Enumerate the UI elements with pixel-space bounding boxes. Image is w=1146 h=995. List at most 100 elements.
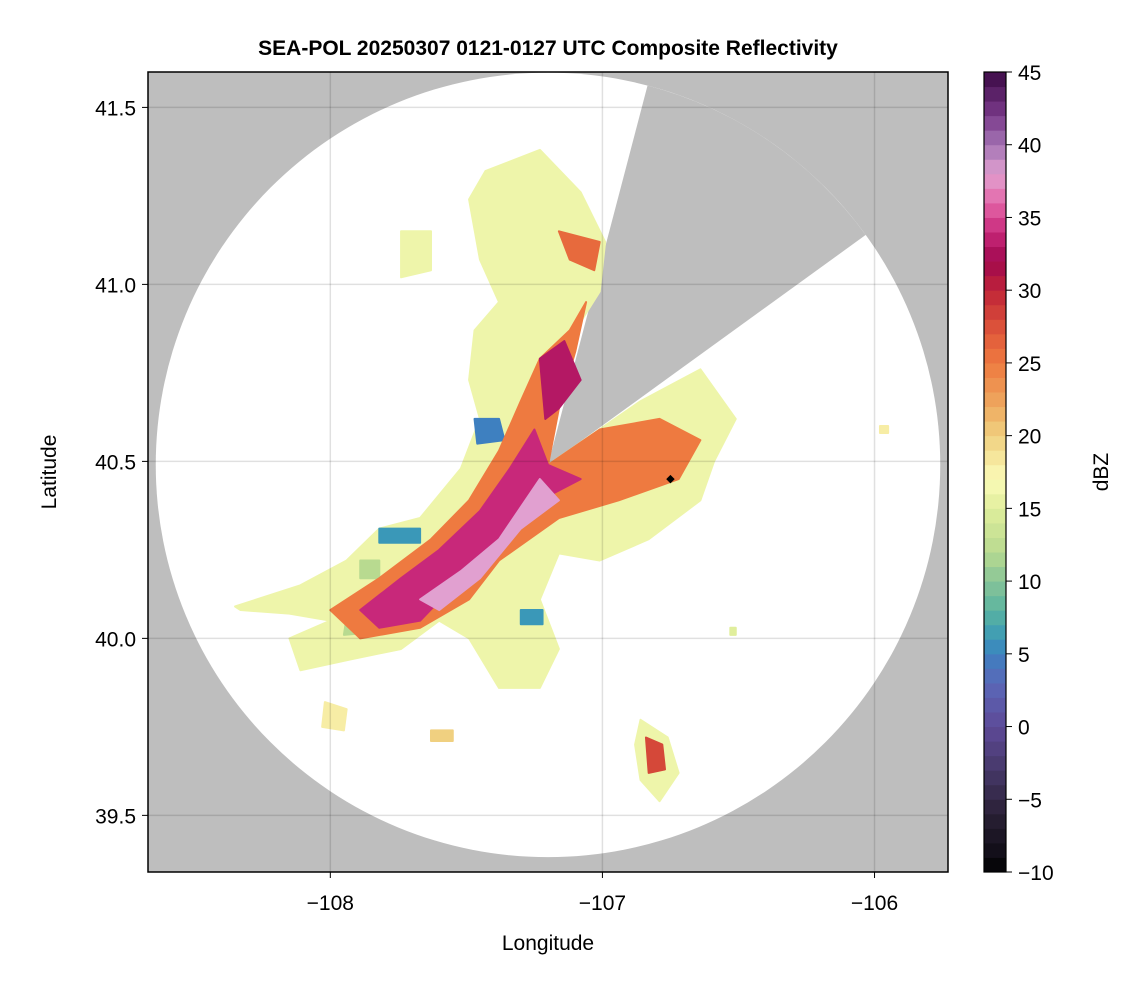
echo-cell bbox=[519, 609, 544, 626]
echo-cell bbox=[378, 527, 422, 544]
colorbar-level bbox=[984, 828, 1006, 844]
colorbar-level bbox=[984, 115, 1006, 131]
chart-title: SEA-POL 20250307 0121-0127 UTC Composite… bbox=[258, 37, 838, 60]
colorbar-level bbox=[984, 130, 1006, 146]
colorbar-level bbox=[984, 406, 1006, 422]
colorbar-level bbox=[984, 610, 1006, 626]
x-axis-label: Longitude bbox=[502, 932, 594, 955]
colorbar-level bbox=[984, 202, 1006, 218]
colorbar-level bbox=[984, 362, 1006, 378]
blocked-sector bbox=[548, 85, 866, 465]
colorbar-level bbox=[984, 188, 1006, 204]
echo-cell bbox=[729, 626, 737, 636]
colorbar-tick-label: −10 bbox=[1018, 862, 1054, 885]
colorbar-level bbox=[984, 697, 1006, 713]
radar-site-marker bbox=[666, 474, 675, 484]
colorbar: −10 −5 0 5 10 15 20 25 30 35 40 45 bbox=[983, 62, 1054, 885]
colorbar-level bbox=[984, 726, 1006, 742]
colorbar-tick-label: 15 bbox=[1018, 498, 1041, 521]
colorbar-level bbox=[984, 624, 1006, 640]
plot-area bbox=[148, 72, 948, 872]
colorbar-level bbox=[984, 522, 1006, 538]
colorbar-level bbox=[984, 261, 1006, 277]
colorbar-tick-label: 30 bbox=[1018, 280, 1041, 303]
echo-cell bbox=[429, 729, 454, 743]
colorbar-level bbox=[984, 552, 1006, 568]
colorbar-level bbox=[984, 857, 1006, 873]
y-axis: 39.5 40.0 40.5 41.0 41.5 bbox=[95, 97, 148, 828]
colorbar-level bbox=[984, 639, 1006, 655]
colorbar-level bbox=[984, 144, 1006, 160]
colorbar-level bbox=[984, 581, 1006, 597]
colorbar-level bbox=[984, 290, 1006, 306]
colorbar-level bbox=[984, 653, 1006, 669]
colorbar-level bbox=[984, 86, 1006, 102]
colorbar-level bbox=[984, 348, 1006, 364]
colorbar-level bbox=[984, 232, 1006, 248]
colorbar-level bbox=[984, 842, 1006, 858]
colorbar-tick-label: −5 bbox=[1018, 789, 1042, 812]
colorbar-tick-label: 5 bbox=[1018, 644, 1030, 667]
colorbar-level bbox=[984, 537, 1006, 553]
colorbar-level bbox=[984, 799, 1006, 815]
y-tick-label: 40.5 bbox=[95, 451, 136, 474]
colorbar-level bbox=[984, 304, 1006, 320]
y-tick-label: 41.0 bbox=[95, 274, 136, 297]
colorbar-level bbox=[984, 464, 1006, 480]
x-tick-label: −106 bbox=[851, 892, 898, 915]
colorbar-level bbox=[984, 421, 1006, 437]
colorbar-level bbox=[984, 479, 1006, 495]
colorbar-level bbox=[984, 755, 1006, 771]
echo-cell bbox=[359, 559, 381, 580]
colorbar-level bbox=[984, 784, 1006, 800]
colorbar-tick-label: 35 bbox=[1018, 207, 1041, 230]
colorbar-tick-label: 25 bbox=[1018, 353, 1041, 376]
colorbar-level bbox=[984, 450, 1006, 466]
colorbar-label: dBZ bbox=[1090, 453, 1113, 492]
colorbar-level bbox=[984, 566, 1006, 582]
colorbar-tick-label: 10 bbox=[1018, 571, 1041, 594]
colorbar-tick-label: 45 bbox=[1018, 62, 1041, 85]
y-tick-label: 39.5 bbox=[95, 805, 136, 828]
echo-cell bbox=[473, 417, 506, 445]
colorbar-level bbox=[984, 101, 1006, 117]
colorbar-level bbox=[984, 217, 1006, 233]
y-axis-label: Latitude bbox=[38, 435, 61, 510]
echo-cell bbox=[557, 230, 601, 272]
colorbar-level bbox=[984, 493, 1006, 509]
x-axis: −108 −107 −106 bbox=[307, 872, 898, 915]
echo-cell bbox=[538, 340, 582, 420]
colorbar-level bbox=[984, 275, 1006, 291]
colorbar-frame bbox=[983, 71, 1007, 873]
y-tick-label: 41.5 bbox=[95, 97, 136, 120]
colorbar-level bbox=[984, 770, 1006, 786]
echo-cell bbox=[419, 478, 560, 612]
colorbar-level bbox=[984, 813, 1006, 829]
echo-cell bbox=[644, 736, 667, 774]
colorbar-level bbox=[984, 668, 1006, 684]
colorbar-level bbox=[984, 392, 1006, 408]
x-tick-label: −107 bbox=[579, 892, 626, 915]
colorbar-tick-label: 40 bbox=[1018, 135, 1041, 158]
colorbar-level bbox=[984, 246, 1006, 262]
colorbar-level bbox=[984, 333, 1006, 349]
colorbar-tick-label: 20 bbox=[1018, 426, 1041, 449]
y-tick-label: 40.0 bbox=[95, 628, 136, 651]
x-tick-label: −108 bbox=[307, 892, 354, 915]
echo-cell bbox=[400, 230, 432, 279]
echo-cell bbox=[878, 424, 890, 435]
colorbar-level bbox=[984, 72, 1006, 88]
colorbar-level bbox=[984, 682, 1006, 698]
colorbar-level bbox=[984, 741, 1006, 757]
colorbar-level bbox=[984, 173, 1006, 189]
colorbar-level bbox=[984, 435, 1006, 451]
plot-frame bbox=[147, 71, 949, 873]
colorbar-level bbox=[984, 508, 1006, 524]
colorbar-level bbox=[984, 319, 1006, 335]
colorbar-level bbox=[984, 595, 1006, 611]
colorbar-level bbox=[984, 377, 1006, 393]
colorbar-level bbox=[984, 159, 1006, 175]
colorbar-tick-label: 0 bbox=[1018, 717, 1030, 740]
echo-cell bbox=[359, 428, 582, 629]
